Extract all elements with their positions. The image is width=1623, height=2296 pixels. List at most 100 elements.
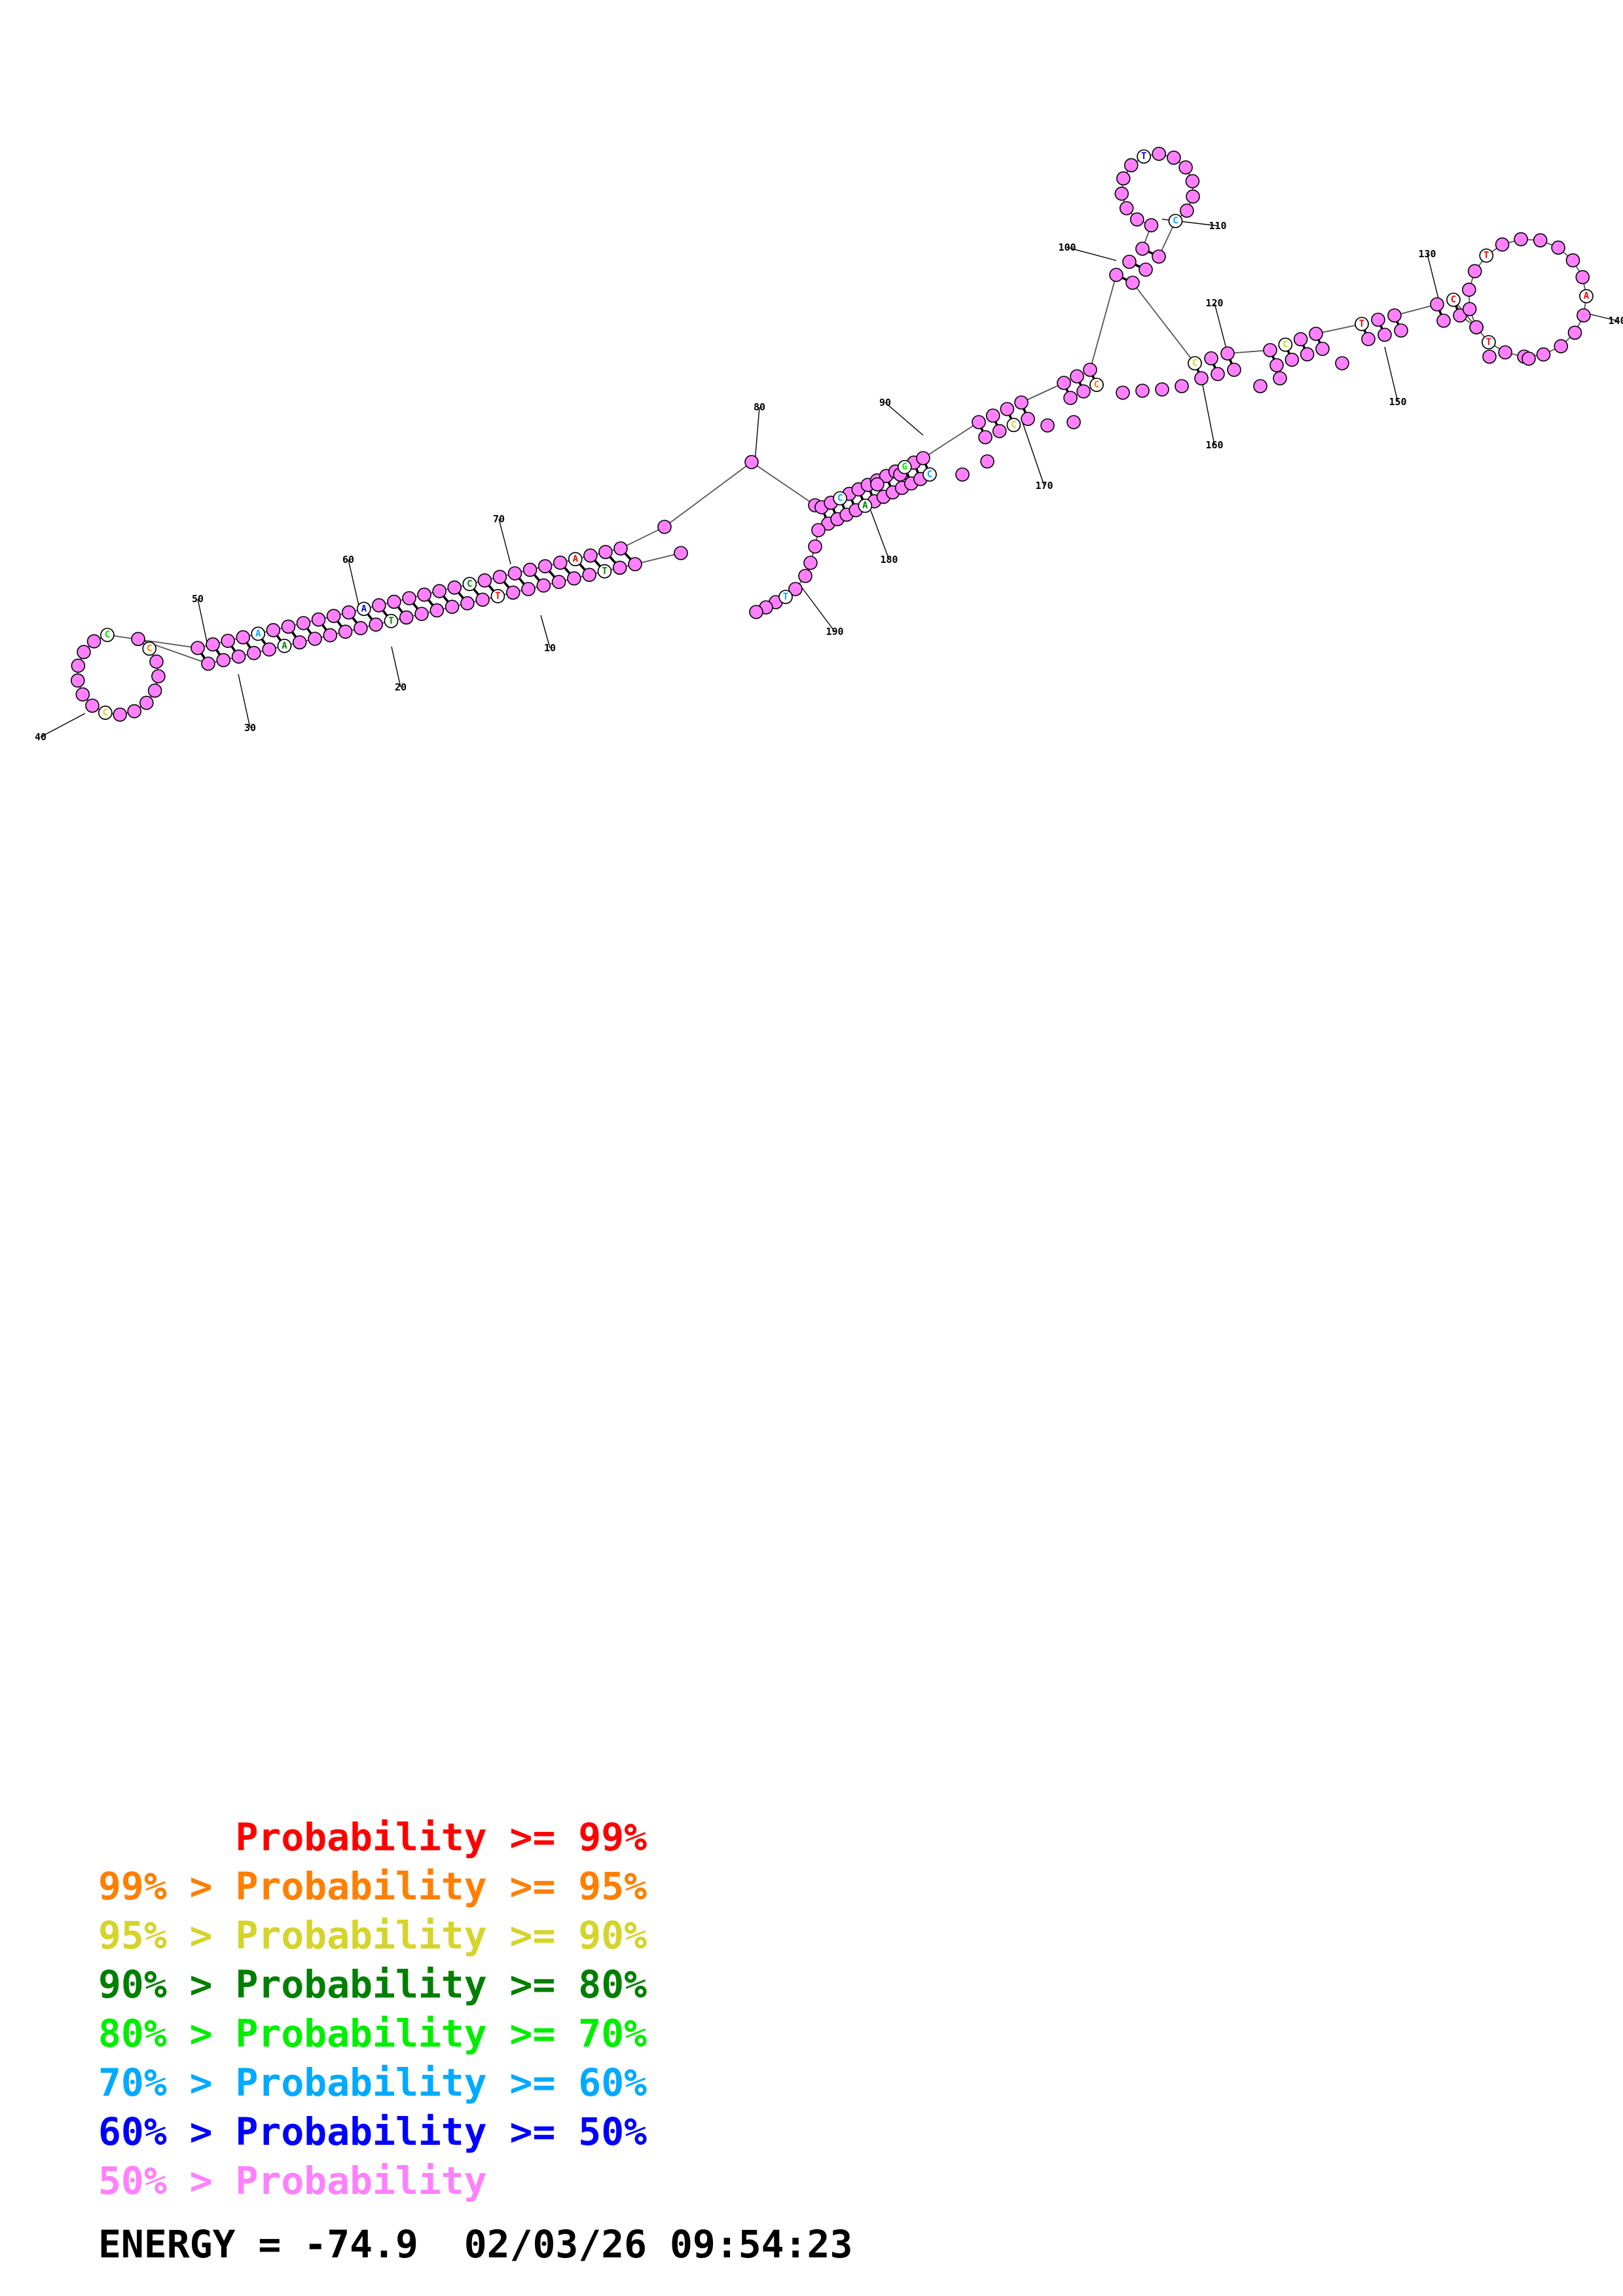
nucleotide: [201, 656, 215, 671]
nucleotide: [1175, 379, 1189, 393]
nucleotide: [803, 556, 818, 570]
nucleotide-highlighted: [1137, 149, 1151, 164]
nucleotide-letter: C: [1094, 380, 1099, 390]
nucleotide-highlighted: [490, 589, 505, 603]
backbone-segment: [107, 634, 198, 649]
nucleotide: [507, 566, 522, 581]
nucleotide: [1186, 189, 1200, 204]
nucleotide: [1514, 232, 1528, 247]
legend-row: 50% > Probability: [98, 2157, 647, 2206]
position-label: 80: [754, 401, 765, 413]
nucleotide: [1155, 382, 1169, 397]
nucleotide: [113, 708, 128, 722]
legend-label: Probability >= 80%: [235, 1962, 647, 2007]
nucleotide: [1482, 350, 1497, 364]
nucleotide-highlighted: [1278, 337, 1293, 352]
nucleotide: [1394, 323, 1408, 338]
position-tick: [1021, 418, 1045, 486]
nucleotide: [1014, 395, 1029, 410]
nucleotide: [326, 609, 341, 623]
nucleotide: [1495, 237, 1510, 252]
nucleotide: [191, 641, 205, 655]
nucleotide-highlighted: [568, 552, 583, 567]
nucleotide-letter: T: [495, 591, 500, 601]
nucleotide-letter: C: [927, 469, 932, 480]
nucleotide: [1436, 314, 1451, 328]
nucleotide-highlighted: [462, 577, 477, 592]
nucleotide-letter: G: [902, 462, 907, 473]
backbone-segment: [634, 552, 682, 565]
nucleotide: [1122, 255, 1137, 269]
nucleotide: [308, 632, 322, 646]
nucleotide-letter: A: [255, 628, 261, 639]
nucleotide-letter: C: [1192, 358, 1197, 368]
position-tick: [391, 646, 401, 688]
nucleotide: [972, 415, 986, 429]
nucleotide: [582, 567, 596, 583]
nucleotide: [1125, 276, 1140, 290]
nucleotide: [1152, 249, 1166, 264]
nucleotide-letter: A: [282, 641, 287, 651]
position-tick: [498, 518, 511, 565]
legend-prefix: 60% >: [98, 2109, 236, 2154]
legend-prefix: 80% >: [98, 2011, 236, 2056]
nucleotide-letter: T: [1359, 319, 1364, 329]
nucleotide-letter: A: [1584, 291, 1590, 302]
nucleotide: [414, 607, 429, 621]
nucleotide-highlighted: [142, 641, 156, 656]
position-label: 10: [544, 642, 556, 654]
backbone-segment: [664, 461, 752, 528]
nucleotide: [1185, 174, 1200, 188]
nucleotide: [1076, 384, 1091, 399]
backbone-segment: [1315, 323, 1362, 334]
nucleotide: [1070, 369, 1084, 384]
nucleotide-highlighted: [778, 590, 793, 604]
nucleotide-letter: C: [1451, 295, 1456, 305]
nucleotide: [811, 523, 826, 537]
nucleotide: [1204, 351, 1218, 366]
nucleotide-letter: C: [837, 493, 843, 503]
nucleotide: [86, 634, 101, 649]
position-label-layer: 10 20 30 40 50 60 70 80 90 100 110 120 130 140 150 160 1…: [35, 220, 1623, 743]
nucleotide: [870, 477, 884, 492]
nucleotide: [808, 539, 822, 554]
nucleotide: [628, 557, 642, 571]
backbone-segment: [620, 526, 665, 549]
nucleotide: [1565, 253, 1580, 268]
legend-label: Probability >= 90%: [235, 1913, 647, 1958]
nucleotide: [296, 616, 311, 630]
nucleotide: [447, 580, 462, 595]
legend-label: Probability >= 60%: [235, 2060, 647, 2105]
nucleotide-letter: C: [1011, 420, 1016, 430]
legend-prefix: 50% >: [98, 2159, 236, 2203]
position-label: 180: [880, 554, 898, 565]
legend-prefix: 70% >: [98, 2060, 236, 2105]
position-tick: [40, 713, 86, 738]
nucleotide: [149, 655, 164, 669]
nucleotide: [522, 562, 538, 577]
nucleotide: [477, 573, 492, 588]
nucleotide: [992, 423, 1007, 439]
nucleotide: [216, 653, 231, 668]
position-label: 130: [1418, 248, 1436, 260]
nucleotide: [1057, 376, 1071, 390]
nucleotide: [1533, 233, 1548, 247]
nucleotide: [1285, 352, 1300, 367]
nucleotide: [583, 548, 598, 563]
nucleotide: [1021, 412, 1035, 426]
nucleotide: [231, 649, 246, 664]
nucleotide: [341, 605, 356, 620]
nucleotide-highlighted: [858, 498, 873, 513]
rna-structure-diagram: A C A A T T T A C C C C G A C C C T C C C T C T A T T 10 20 30 40 50 60…: [35, 147, 1623, 743]
nucleotide: [1430, 297, 1444, 312]
nucleotide-highlighted: [1006, 418, 1021, 433]
energy-footer: ENERGY = -74.9 02/03/26 09:54:23: [98, 2222, 852, 2267]
nucleotide: [292, 635, 307, 650]
nucleotide: [1116, 171, 1131, 186]
nucleotide-letter: A: [361, 603, 367, 614]
nucleotide: [77, 645, 91, 660]
nucleotide: [1167, 151, 1181, 165]
nucleotide: [1220, 346, 1235, 361]
nucleotide-highlighted: [597, 564, 612, 579]
position-label: 160: [1205, 439, 1223, 451]
